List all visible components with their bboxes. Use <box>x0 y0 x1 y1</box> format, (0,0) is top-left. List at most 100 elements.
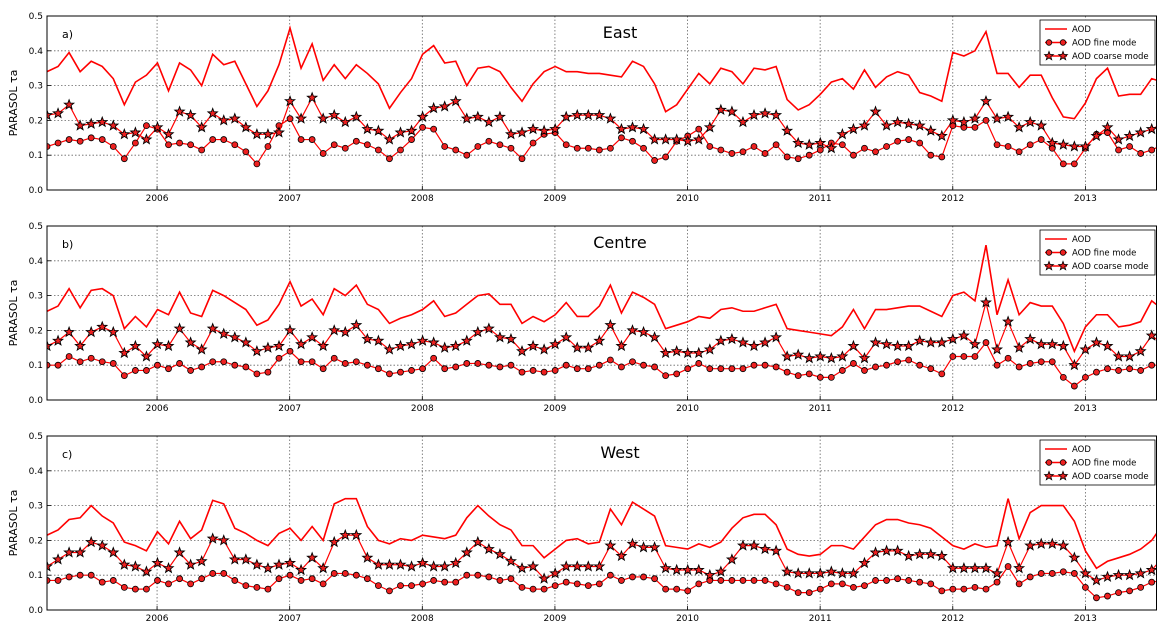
fine-mode-point <box>65 573 73 581</box>
coarse-mode-point <box>228 112 241 124</box>
coarse-mode-point <box>460 334 473 346</box>
coarse-mode-point <box>140 350 153 362</box>
fine-mode-point <box>430 354 438 362</box>
coarse-mode-point <box>47 339 53 352</box>
fine-mode-point <box>341 360 349 367</box>
coarse-mode-point <box>560 110 573 123</box>
fine-mode-point <box>518 583 526 591</box>
coarse-mode-point <box>482 115 495 128</box>
fine-mode-point <box>397 146 404 154</box>
fine-mode-point <box>717 365 725 373</box>
fine-mode-point <box>143 367 150 374</box>
legend-label: AOD fine mode <box>1072 249 1136 259</box>
coarse-mode-point <box>725 553 738 565</box>
x-tick-label: 2011 <box>809 194 832 204</box>
coarse-mode-point <box>980 94 992 107</box>
fine-mode-point <box>1048 358 1056 366</box>
fine-mode-point <box>165 580 172 588</box>
coarse-mode-point <box>1090 336 1103 348</box>
coarse-mode-point <box>173 546 186 558</box>
coarse-mode-point <box>74 339 87 352</box>
fine-mode-point <box>750 143 758 150</box>
coarse-mode-point <box>184 558 197 570</box>
fine-mode-point <box>827 373 835 381</box>
fine-mode-point <box>1070 570 1078 577</box>
fine-mode-point <box>606 356 614 364</box>
coarse-mode-point <box>968 338 981 350</box>
fine-mode-point <box>308 358 316 366</box>
coarse-mode-point <box>1046 136 1059 149</box>
coarse-mode-point <box>151 338 164 350</box>
panel-title: West <box>600 443 639 462</box>
fine-mode-point <box>949 585 957 593</box>
coarse-mode-point <box>770 544 783 556</box>
coarse-mode-point <box>902 339 915 352</box>
coarse-mode-point <box>1002 535 1015 548</box>
coarse-mode-point <box>648 133 661 145</box>
fine-mode-point <box>794 155 802 163</box>
fine-mode-point <box>916 361 924 369</box>
legend-marker <box>1059 459 1067 466</box>
coarse-mode-point <box>361 551 374 563</box>
fine-mode-point <box>286 115 294 123</box>
coarse-mode-point <box>140 133 153 145</box>
legend-marker <box>1057 260 1069 271</box>
coarse-mode-point <box>582 560 595 572</box>
fine-mode-point <box>297 358 305 366</box>
fine-mode-point <box>540 368 548 376</box>
fine-mode-point <box>1137 583 1145 591</box>
fine-mode-point <box>54 361 62 369</box>
fine-mode-point <box>618 577 625 584</box>
coarse-mode-point <box>1123 350 1136 362</box>
x-tick-label: 2009 <box>543 194 566 204</box>
fine-mode-point <box>1126 365 1134 373</box>
fine-mode-point <box>419 365 426 373</box>
coarse-mode-point <box>1112 133 1125 145</box>
legend-marker <box>1043 470 1055 481</box>
coarse-mode-point <box>306 331 319 343</box>
fine-mode-point <box>76 137 84 145</box>
y-axis-label: PARASOL τa <box>7 70 20 137</box>
coarse-mode-point <box>725 332 738 345</box>
coarse-mode-point <box>460 112 473 124</box>
coarse-mode-point <box>438 560 451 572</box>
fine-mode-point <box>573 365 581 373</box>
coarse-mode-point <box>107 325 120 338</box>
fine-mode-point <box>209 358 217 366</box>
coarse-mode-point <box>516 126 528 138</box>
coarse-mode-point <box>471 325 484 338</box>
fine-mode-point <box>463 571 471 579</box>
fine-mode-point <box>794 589 802 596</box>
fine-mode-point <box>584 582 592 590</box>
fine-mode-point <box>87 571 95 579</box>
legend-marker <box>1043 50 1055 61</box>
fine-mode-point <box>397 368 404 376</box>
coarse-mode-point <box>206 532 219 544</box>
fine-mode-point <box>419 580 426 588</box>
fine-mode-point <box>187 141 195 149</box>
coarse-mode-point <box>571 108 584 121</box>
fine-mode-point <box>375 365 382 373</box>
fine-mode-point <box>629 573 636 581</box>
coarse-mode-point <box>1079 140 1092 152</box>
fine-mode-point <box>993 141 1001 149</box>
fine-mode-point <box>363 575 371 583</box>
coarse-mode-point <box>383 343 396 355</box>
coarse-mode-point <box>361 332 374 345</box>
coarse-mode-point <box>96 115 109 128</box>
coarse-mode-point <box>173 322 186 334</box>
fine-mode-point <box>640 144 647 152</box>
coarse-mode-point <box>836 128 849 140</box>
plot-frame <box>46 15 1157 191</box>
fine-mode-point <box>750 361 758 369</box>
y-tick-label: 0.5 <box>29 222 43 232</box>
fine-mode-point <box>894 575 902 583</box>
fine-mode-point <box>375 582 382 590</box>
coarse-mode-point <box>560 331 573 343</box>
coarse-mode-point <box>847 339 860 352</box>
fine-mode-point <box>1126 143 1134 150</box>
fine-mode-point <box>319 580 327 588</box>
coarse-mode-point <box>670 344 683 357</box>
fine-mode-point <box>485 573 493 581</box>
legend: AOD AOD fine mode AOD coarse mode <box>1039 229 1156 276</box>
